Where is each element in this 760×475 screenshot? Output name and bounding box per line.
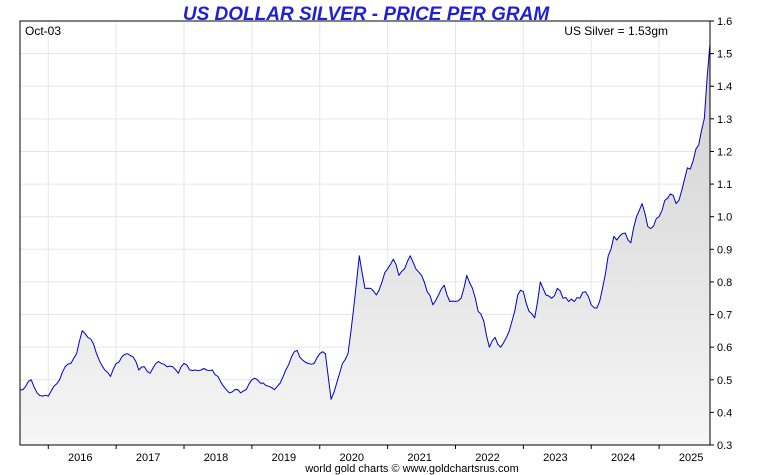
y-tick-label: 1.2: [717, 146, 732, 158]
x-tick-label: 2019: [272, 452, 296, 464]
y-tick-label: 0.8: [717, 277, 732, 289]
x-tick-label: 2016: [68, 452, 92, 464]
y-tick-label: 0.9: [717, 244, 732, 256]
x-axis: 2016 2017 2018 2019 2020 2021 2022 2023 2024 2025: [47, 445, 703, 464]
price-line: [19, 43, 711, 400]
y-tick-label: 1.4: [717, 81, 732, 93]
price-area-fill: [20, 43, 710, 446]
y-tick-label: 0.6: [717, 342, 732, 354]
y-tick-label: 0.4: [717, 407, 732, 419]
y-tick-label: 1.0: [717, 212, 732, 224]
y-tick-label: 1.6: [717, 16, 732, 28]
x-tick-label: 2025: [679, 452, 703, 464]
plot-frame: [19, 20, 711, 446]
y-tick-label: 0.7: [717, 310, 732, 322]
footer-credit: world gold charts © www.goldchartsrus.co…: [304, 463, 519, 475]
x-tick-label: 2017: [136, 452, 160, 464]
date-label: Oct-03: [25, 24, 61, 38]
y-tick-label: 1.5: [717, 49, 732, 61]
x-tick-label: 2022: [475, 452, 499, 464]
x-tick-label: 2021: [407, 452, 431, 464]
price-label: US Silver = 1.53gm: [564, 24, 668, 38]
chart-title: US DOLLAR SILVER - PRICE PER GRAM: [183, 4, 550, 25]
x-tick-label: 2020: [340, 452, 364, 464]
x-tick-label: 2023: [543, 452, 567, 464]
y-tick-label: 1.3: [717, 114, 732, 126]
y-tick-label: 1.1: [717, 179, 732, 191]
x-tick-label: 2024: [611, 452, 635, 464]
y-tick-label: 0.3: [717, 440, 732, 452]
y-axis: 0.3 0.4 0.5 0.6 0.7 0.8 0.9 1.0 1.1 1.2 1.3 1.4 1.5 1…: [710, 16, 732, 452]
x-tick-label: 2018: [204, 452, 228, 464]
y-tick-label: 0.5: [717, 375, 732, 387]
